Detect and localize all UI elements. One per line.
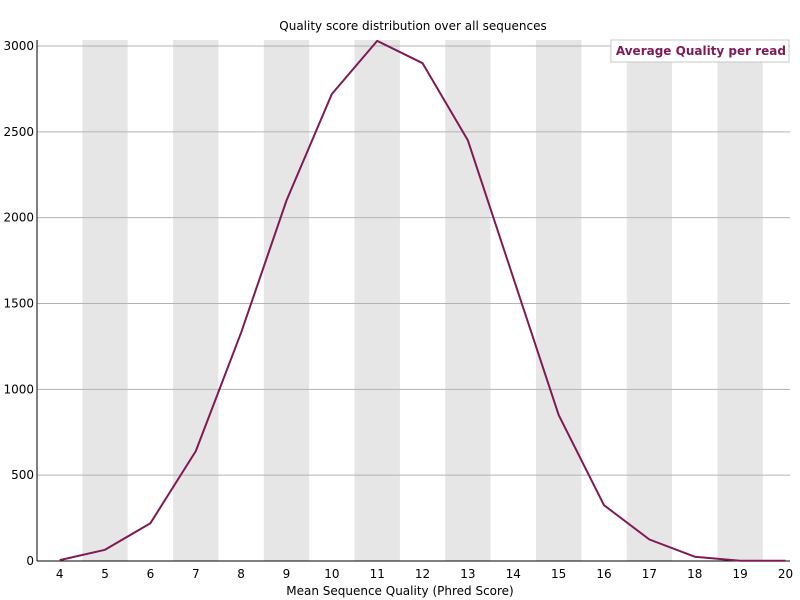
y-tick-3000: 3000 xyxy=(3,39,34,53)
band-5 xyxy=(82,40,128,561)
x-tick-6: 6 xyxy=(147,567,155,581)
x-tick-9: 9 xyxy=(283,567,291,581)
y-tick-1000: 1000 xyxy=(3,382,34,396)
band-19 xyxy=(717,40,763,561)
x-tick-14: 14 xyxy=(506,567,521,581)
x-tick-19: 19 xyxy=(732,567,747,581)
y-tick-0: 0 xyxy=(26,554,34,568)
x-tick-15: 15 xyxy=(551,567,566,581)
axes xyxy=(36,40,790,562)
band-15 xyxy=(535,40,582,561)
x-axis-label: Mean Sequence Quality (Phred Score) xyxy=(286,584,514,598)
band-17 xyxy=(626,40,673,561)
x-tick-labels: 4 5 6 7 8 9 10 11 12 13 14 15 16 17 18 19 20 xyxy=(56,567,793,581)
x-tick-7: 7 xyxy=(192,567,200,581)
y-tick-labels: 0 500 1000 1500 2000 2500 3000 xyxy=(3,39,34,568)
x-tick-17: 17 xyxy=(642,567,657,581)
y-tick-500: 500 xyxy=(11,468,34,482)
x-tick-11: 11 xyxy=(370,567,385,581)
x-tick-5: 5 xyxy=(101,567,109,581)
y-tick-2500: 2500 xyxy=(3,125,34,139)
series-line-0 xyxy=(59,39,786,562)
y-gridlines xyxy=(37,45,790,476)
x-tick-20: 20 xyxy=(778,567,793,581)
legend: Average Quality per read xyxy=(610,39,790,63)
band-7 xyxy=(173,40,219,561)
x-tick-8: 8 xyxy=(237,567,245,581)
band-11 xyxy=(354,40,400,561)
x-tick-10: 10 xyxy=(324,567,339,581)
alternating-bands xyxy=(82,40,763,561)
x-tick-18: 18 xyxy=(687,567,702,581)
y-tick-2000: 2000 xyxy=(3,211,34,225)
x-tick-16: 16 xyxy=(596,567,611,581)
x-tick-12: 12 xyxy=(415,567,430,581)
legend-box xyxy=(610,39,790,63)
x-tick-4: 4 xyxy=(56,567,64,581)
band-13 xyxy=(445,40,491,561)
band-9 xyxy=(263,40,310,561)
legend-series-name: Average Quality per read xyxy=(616,44,786,58)
chart-title: Quality score distribution over all sequ… xyxy=(279,19,546,33)
series-lines xyxy=(59,39,786,562)
x-tick-13: 13 xyxy=(460,567,475,581)
y-tick-1500: 1500 xyxy=(3,297,34,311)
